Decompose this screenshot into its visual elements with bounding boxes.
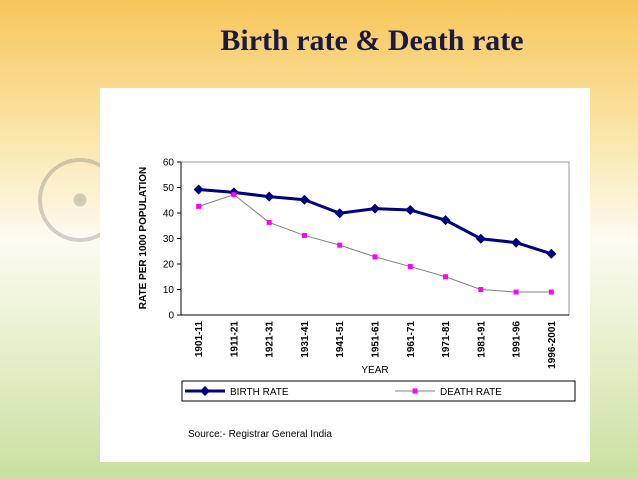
- y-tick-label: 30: [163, 234, 175, 245]
- source: Source:- Registrar General India: [188, 429, 332, 440]
- data-point: [370, 203, 380, 214]
- data-point: [337, 242, 343, 248]
- data-point: [513, 289, 519, 295]
- x-tick-label: 1996-2001: [547, 321, 558, 369]
- y-tick-label: 10: [163, 285, 175, 296]
- data-point: [334, 208, 345, 219]
- data-point: [372, 254, 378, 260]
- y-axis-label: RATE PER 1000 POPULATION: [138, 167, 149, 309]
- data-point: [546, 248, 557, 259]
- data-point: [548, 289, 554, 295]
- chart-panel: [100, 88, 590, 462]
- y-tick-label: 20: [163, 260, 175, 271]
- data-point: [193, 184, 204, 195]
- data-point: [405, 204, 416, 215]
- x-tick-label: 1971-81: [441, 321, 452, 358]
- y-tick-label: 60: [163, 158, 175, 169]
- data-point: [301, 232, 307, 238]
- x-tick-label: 1961-71: [406, 321, 417, 358]
- x-tick-label: 1921-31: [265, 321, 276, 358]
- x-tick-label: 1901-11: [194, 321, 205, 358]
- legend-marker: [412, 388, 418, 394]
- x-tick-label: 1931-41: [300, 321, 311, 358]
- x-tick-label: 1941-51: [335, 321, 346, 358]
- data-point: [443, 274, 449, 280]
- data-point: [196, 203, 202, 209]
- data-point: [264, 191, 275, 202]
- y-tick-label: 0: [168, 311, 174, 322]
- y-tick-label: 40: [163, 209, 175, 220]
- data-point: [266, 219, 272, 225]
- legend: [181, 380, 576, 402]
- x-axis-label: YEAR: [361, 365, 388, 376]
- data-point: [475, 233, 486, 244]
- x-tick-label: 1951-61: [371, 321, 382, 358]
- slide-title: Birth rate & Death rate: [220, 24, 523, 57]
- x-tick-label: 1981-91: [476, 321, 487, 358]
- data-point: [407, 264, 413, 270]
- data-point: [440, 215, 451, 226]
- legend-label: BIRTH RATE: [230, 387, 289, 398]
- legend-marker: [200, 386, 210, 396]
- x-tick-label: 1991-96: [512, 321, 523, 358]
- x-tick-label: 1911-21: [229, 321, 240, 358]
- y-tick-label: 50: [163, 183, 175, 194]
- legend-label: DEATH RATE: [440, 387, 502, 398]
- data-point: [299, 194, 310, 205]
- data-point: [478, 287, 484, 292]
- data-point: [511, 237, 522, 248]
- data-point: [231, 192, 237, 198]
